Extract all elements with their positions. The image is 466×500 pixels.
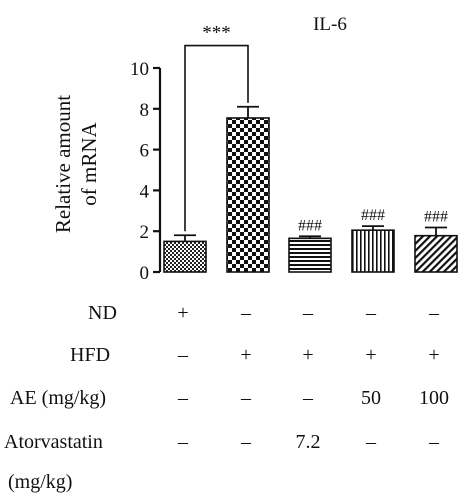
significance-line — [184, 44, 249, 232]
y-axis-label-line-2: of mRNA — [77, 121, 101, 205]
condition-value: + — [365, 344, 376, 366]
y-axis: 0 2 4 6 8 10 — [130, 59, 162, 284]
y-axis-label-line-1: Relative amount — [51, 95, 75, 233]
y-tick-label: 2 — [140, 222, 150, 243]
significance-bracket: *** — [184, 23, 249, 232]
bar-annotation: ### — [424, 209, 448, 226]
condition-label: Atorvastatin — [4, 431, 103, 453]
y-axis-label: Relative amount of mRNA — [51, 95, 101, 233]
condition-value: – — [302, 387, 314, 409]
condition-value: 50 — [361, 387, 381, 409]
condition-label: ND — [88, 302, 117, 324]
bar-annotation: ### — [298, 217, 322, 234]
condition-value: 7.2 — [296, 431, 321, 453]
condition-value: – — [302, 302, 314, 324]
condition-table: ND + – – – – HFD – + + + + AE (mg/kg) – – – 50 100 Atorvas… — [4, 302, 449, 493]
bars: ### ### ### — [163, 105, 458, 273]
bar — [163, 240, 207, 273]
condition-value: + — [177, 302, 188, 324]
condition-value: – — [365, 302, 377, 324]
condition-value: – — [240, 302, 252, 324]
significance-label: *** — [202, 23, 231, 44]
condition-value: + — [240, 344, 251, 366]
bar-annotation: ### — [361, 207, 385, 224]
condition-value: 100 — [419, 387, 449, 409]
condition-label: AE (mg/kg) — [10, 387, 106, 409]
condition-value: – — [177, 387, 189, 409]
condition-value: – — [240, 387, 252, 409]
y-tick-label: 0 — [140, 263, 150, 284]
condition-value: – — [365, 431, 377, 453]
bar — [351, 229, 395, 273]
condition-value: – — [240, 431, 252, 453]
condition-value: + — [428, 344, 439, 366]
condition-value: – — [428, 302, 440, 324]
bar — [226, 117, 270, 273]
bar — [414, 234, 458, 273]
condition-value: – — [177, 344, 189, 366]
y-tick-label: 4 — [140, 181, 150, 202]
y-tick-label: 10 — [130, 59, 149, 80]
condition-value: – — [428, 431, 440, 453]
y-tick-label: 6 — [140, 141, 150, 162]
condition-value: + — [302, 344, 313, 366]
condition-value: – — [177, 431, 189, 453]
y-tick-label: 8 — [140, 100, 150, 121]
condition-label: HFD — [70, 344, 110, 366]
chart-title: IL-6 — [313, 14, 347, 35]
bar — [288, 237, 332, 273]
condition-label-line-2: (mg/kg) — [8, 471, 72, 493]
